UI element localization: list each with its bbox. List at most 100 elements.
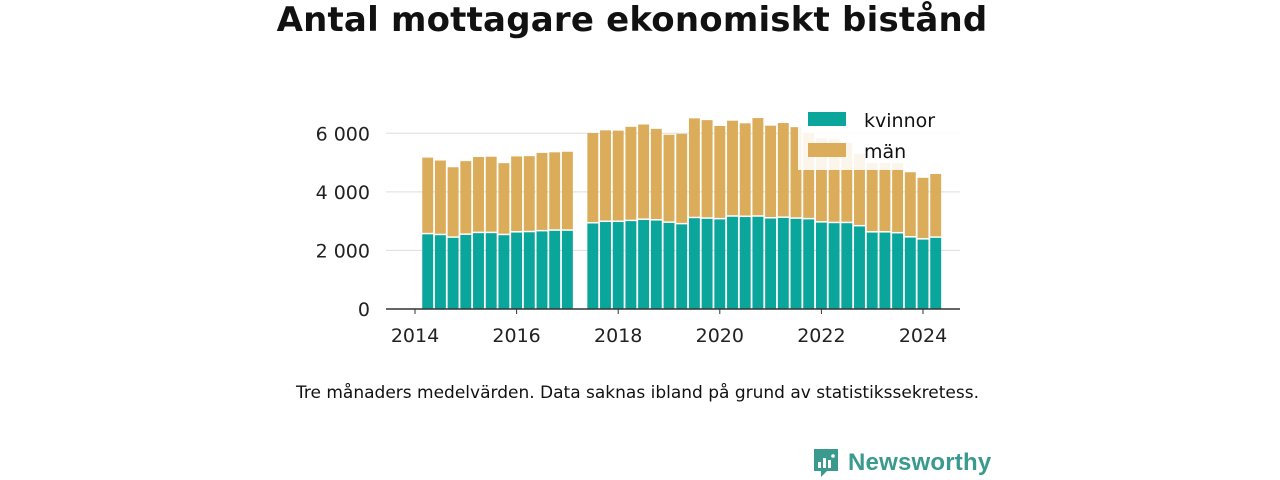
bar-kvinnor [511, 232, 523, 309]
bar-man [790, 127, 802, 218]
bar-kvinnor [498, 235, 510, 309]
bar-man [473, 157, 484, 232]
x-tick-label: 2016 [492, 325, 540, 347]
bar-man [485, 156, 497, 232]
bar-man [498, 163, 510, 234]
bar-kvinnor [803, 219, 815, 309]
bar-man [815, 138, 827, 222]
bar-man [714, 125, 726, 218]
bar-kvinnor [752, 216, 764, 309]
bar-kvinnor [447, 237, 459, 309]
x-tick-label: 2020 [696, 325, 744, 347]
bar-kvinnor [485, 233, 497, 309]
bar-man [879, 162, 891, 232]
bar-man [727, 120, 738, 216]
bar-man [587, 132, 599, 222]
bar-kvinnor [650, 220, 662, 309]
x-axis: 2014 2016 2018 2020 2022 2024 [391, 309, 947, 347]
bar-kvinnor [549, 230, 561, 309]
bar-man [866, 162, 878, 232]
bar-kvinnor [701, 218, 713, 309]
bar-man [828, 138, 840, 222]
bar-man [663, 134, 675, 222]
bar-man [930, 173, 942, 237]
bar-kvinnor [523, 232, 535, 309]
newsworthy-logo-icon [814, 449, 838, 477]
chart-title: Antal mottagare ekonomiskt bistånd [276, 0, 988, 40]
bar-man [688, 118, 700, 217]
bar-man [460, 161, 472, 234]
bar-man [904, 172, 916, 237]
bar-kvinnor [854, 226, 865, 309]
bar-kvinnor [930, 237, 942, 309]
bar-kvinnor [612, 222, 624, 309]
bar-man [434, 160, 446, 234]
bar-kvinnor [434, 235, 446, 309]
bar-kvinnor [663, 222, 675, 309]
bar-kvinnor [688, 218, 700, 309]
legend-label-man: män [864, 141, 906, 163]
legend-swatch-kvinnor [808, 112, 846, 126]
bar-man [777, 123, 789, 217]
bar-kvinnor [765, 218, 777, 309]
bar-kvinnor [676, 224, 688, 309]
bar-man [765, 125, 777, 218]
bar-man [561, 151, 573, 230]
bar-kvinnor [422, 234, 434, 309]
bar-man [803, 132, 815, 218]
bar-man [536, 152, 548, 230]
bar-man [917, 177, 929, 239]
bar-kvinnor [536, 231, 548, 309]
bar-kvinnor [841, 223, 853, 309]
y-axis: 0 2 000 4 000 6 000 [316, 123, 370, 321]
y-tick-label: 2 000 [316, 240, 370, 262]
brand-logo[interactable]: Newsworthy [812, 446, 991, 480]
bar-man [752, 118, 764, 216]
bar-kvinnor [625, 221, 637, 309]
bar-kvinnor [638, 219, 650, 309]
x-tick-label: 2018 [594, 325, 642, 347]
y-tick-label: 0 [358, 299, 370, 321]
bar-man [739, 123, 751, 216]
y-tick-label: 6 000 [316, 123, 370, 145]
bar-man [422, 157, 434, 233]
brand-name: Newsworthy [848, 449, 992, 476]
bar-kvinnor [777, 217, 789, 309]
bar-man [625, 126, 637, 220]
bar-man [854, 153, 865, 225]
legend-swatch-man [808, 143, 846, 157]
bar-kvinnor [790, 218, 802, 309]
bars [422, 118, 942, 309]
bar-kvinnor [892, 233, 904, 309]
bar-man [701, 120, 713, 218]
bar-man [523, 156, 535, 231]
bar-kvinnor [600, 222, 611, 309]
bar-kvinnor [460, 234, 472, 309]
bar-kvinnor [587, 223, 599, 309]
legend-label-kvinnor: kvinnor [864, 110, 935, 132]
bar-kvinnor [866, 232, 878, 309]
x-tick-label: 2024 [899, 325, 947, 347]
bar-kvinnor [727, 216, 738, 309]
bar-man [676, 133, 688, 223]
x-tick-label: 2022 [797, 325, 845, 347]
chart-caption: Tre månaders medelvärden. Data saknas ib… [296, 383, 979, 403]
bar-man [600, 130, 611, 221]
bar-man [511, 156, 523, 232]
bar-man [638, 124, 650, 219]
bar-kvinnor [815, 222, 827, 309]
x-tick-label: 2014 [391, 325, 439, 347]
bar-man [447, 167, 459, 237]
bar-kvinnor [739, 217, 751, 309]
bar-kvinnor [714, 219, 726, 309]
y-tick-label: 4 000 [316, 182, 370, 204]
bar-man [841, 142, 853, 222]
bar-man [650, 128, 662, 220]
bar-man [892, 163, 904, 232]
bar-kvinnor [879, 232, 891, 309]
bar-kvinnor [917, 239, 929, 309]
bar-kvinnor [473, 233, 484, 309]
bar-kvinnor [828, 223, 840, 309]
legend: kvinnor män [798, 104, 960, 170]
